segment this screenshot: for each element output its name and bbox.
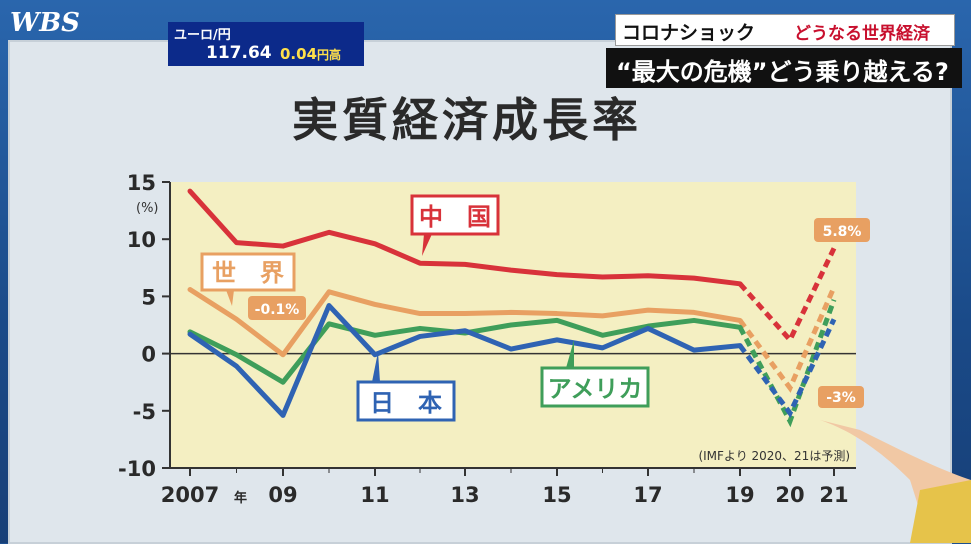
- x-tick-label: 2007: [161, 483, 219, 507]
- currency-rate: 117.64: [206, 43, 272, 63]
- series-label-japan: 日 本: [370, 389, 442, 417]
- series-label-pointer-world: [226, 290, 234, 306]
- x-tick-label: 15: [542, 483, 571, 507]
- currency-change-value: 0.04: [280, 45, 318, 63]
- series-forecast-us: [737, 298, 837, 428]
- x-tick-label: 20: [775, 483, 804, 507]
- y-tick-label: -10: [118, 457, 156, 481]
- y-tick-label: 10: [127, 228, 156, 252]
- series-forecast-world: [737, 286, 837, 393]
- annotation-box: [814, 218, 870, 242]
- x-tick-suffix: 年: [234, 490, 247, 506]
- headline-main-bar: “最大の危機”どう乗り越える?: [606, 48, 962, 88]
- headline-sub: どうなる世界経済: [794, 24, 930, 44]
- annotation-label: -0.1%: [255, 302, 300, 318]
- currency-change: 0.04円高: [280, 45, 341, 63]
- currency-change-unit: 円高: [317, 48, 342, 62]
- x-tick-label: 13: [450, 483, 479, 507]
- series-line-china: [187, 188, 743, 287]
- presenter-sleeve: [910, 480, 971, 543]
- x-tick-label: 19: [725, 483, 754, 507]
- annotation-label: -3%: [826, 390, 856, 406]
- series-label-pointer-japan: [372, 352, 380, 382]
- y-tick-label: -5: [133, 400, 156, 424]
- annotation-box: [818, 386, 864, 408]
- currency-pair: ユーロ/円: [174, 28, 231, 43]
- annotation-box: [248, 296, 306, 320]
- x-tick-label: 21: [819, 483, 848, 507]
- series-label-pointer-china: [422, 234, 432, 256]
- series-line-world: [187, 287, 743, 358]
- series-line-japan: [187, 303, 743, 418]
- series-label-pointer-us: [566, 340, 574, 368]
- headline-topic-bar: コロナショック どうなる世界経済: [615, 14, 955, 46]
- series-forecast-japan: [737, 318, 837, 418]
- series-label-world: 世 界: [212, 259, 284, 287]
- x-tick-label: 11: [360, 483, 389, 507]
- y-tick-label: 5: [141, 285, 156, 309]
- series-label-china: 中 国: [419, 203, 491, 231]
- y-tick-label: 0: [141, 343, 156, 367]
- series-label-us: アメリカ: [548, 375, 643, 403]
- chart-title: 実質経済成長率: [292, 93, 642, 147]
- headline-topic: コロナショック: [622, 22, 756, 44]
- x-tick-label: 17: [633, 483, 662, 507]
- channel-logo: WBS: [10, 8, 80, 38]
- y-tick-label: 15: [127, 171, 156, 195]
- forecast-note: (IMFより 2020、21は予測): [698, 449, 850, 463]
- series-label-box-china: [410, 194, 500, 236]
- y-axis-label: (%): [136, 201, 159, 216]
- x-tick-label: 09: [268, 483, 297, 507]
- series-label-box-japan: [356, 380, 456, 422]
- series-label-box-us: [540, 366, 650, 408]
- currency-ticker: ユーロ/円 117.64 0.04円高: [168, 22, 364, 66]
- headline-main: “最大の危機”どう乗り越える?: [616, 58, 949, 86]
- annotation-label: 5.8%: [823, 224, 862, 240]
- series-label-box-world: [200, 252, 296, 292]
- series-forecast-china: [738, 247, 837, 345]
